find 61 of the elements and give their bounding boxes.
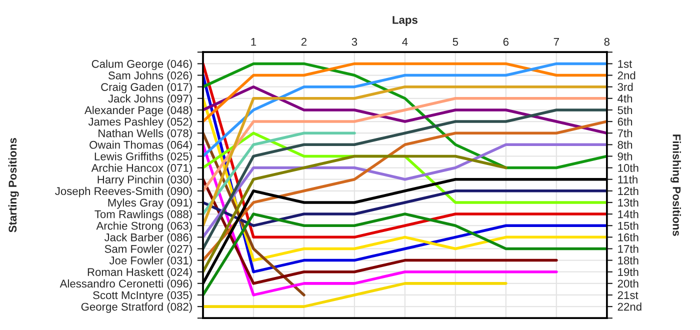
line-series <box>203 154 508 274</box>
line-series <box>203 143 607 239</box>
text: Joseph Reeves-Smith (090) <box>55 186 192 198</box>
x-tick-label: 6 <box>503 38 509 46</box>
y2-tick-label: 3rd <box>618 82 633 91</box>
y2-tick-label: 21st <box>618 291 638 300</box>
text: Alessandro Ceronetti (096) <box>60 279 192 290</box>
text: Archie Strong (063) <box>96 222 192 232</box>
line-series <box>203 190 607 227</box>
text: Roman Haskett (024) <box>88 268 192 278</box>
y2-tick-label: 17th <box>618 244 638 253</box>
line-series <box>203 85 607 134</box>
x-tick-label: 4 <box>402 38 408 46</box>
y2-tick-label: 16th <box>618 233 638 242</box>
text: Myles Gray (091) <box>108 198 192 209</box>
y2-tick-label: 10th <box>618 164 638 172</box>
line-series <box>203 212 607 296</box>
text: Tom Rawlings (088) <box>94 210 192 220</box>
text: Harry Pinchin (030) <box>98 175 192 186</box>
text: Archie Hancox (071) <box>91 164 192 174</box>
y2-tick-label: 15th <box>618 222 638 230</box>
y2-tick-label: 1st <box>618 60 632 68</box>
text: Scott McIntyre (035) <box>93 290 192 302</box>
y2-tick-label: 9th <box>618 152 632 160</box>
x-axis-title: Laps <box>392 16 418 26</box>
text: Sam Johns (026) <box>108 71 192 82</box>
text: Starting Positions <box>8 138 19 232</box>
y2-tick-label: 5th <box>618 106 632 114</box>
x-tick-label: 1 <box>251 38 256 46</box>
y2-tick-label: 2nd <box>618 71 636 80</box>
y2-tick-label: 13th <box>618 198 638 207</box>
text: George Stratford (082) <box>81 302 192 313</box>
text: Jack Barber (086) <box>104 233 192 244</box>
y2-tick-label: 8th <box>618 140 632 149</box>
y2-axis-title: Finishing Positions <box>670 134 681 236</box>
line-series <box>203 97 607 192</box>
text: Sam Fowler (027) <box>104 244 192 256</box>
x-tick-label: 7 <box>554 38 559 46</box>
x-tick-label: 5 <box>452 38 458 46</box>
y2-tick-label: 4th <box>618 94 632 103</box>
y2-tick-label: 7th <box>618 129 632 138</box>
x-tick-label: 3 <box>352 38 358 46</box>
text: Calum George (046) <box>92 60 192 70</box>
y2-tick-label: 22nd <box>618 302 642 311</box>
text: Alexander Page (048) <box>84 106 192 116</box>
y2-tick-label: 12th <box>618 186 638 196</box>
y2-tick-label: 18th <box>618 256 638 264</box>
y2-tick-label: 14th <box>618 210 638 218</box>
text: Lewis Griffiths (025) <box>94 152 192 163</box>
y2-tick-label: 11th <box>618 175 638 184</box>
y2-tick-label: 20th <box>618 279 638 288</box>
text: James Pashley (052) <box>88 118 192 128</box>
x-tick-label: 8 <box>604 38 610 46</box>
text: Owain Thomas (064) <box>90 140 192 151</box>
y2-tick-label: 6th <box>618 118 632 126</box>
text: Joe Fowler (031) <box>109 256 192 267</box>
y2-tick-label: 19th <box>618 268 638 276</box>
text: Craig Gaden (017) <box>101 82 192 94</box>
text: Jack Johns (097) <box>108 94 192 105</box>
x-tick-label: 2 <box>301 38 307 46</box>
text: Nathan Wells (078) <box>98 129 192 140</box>
